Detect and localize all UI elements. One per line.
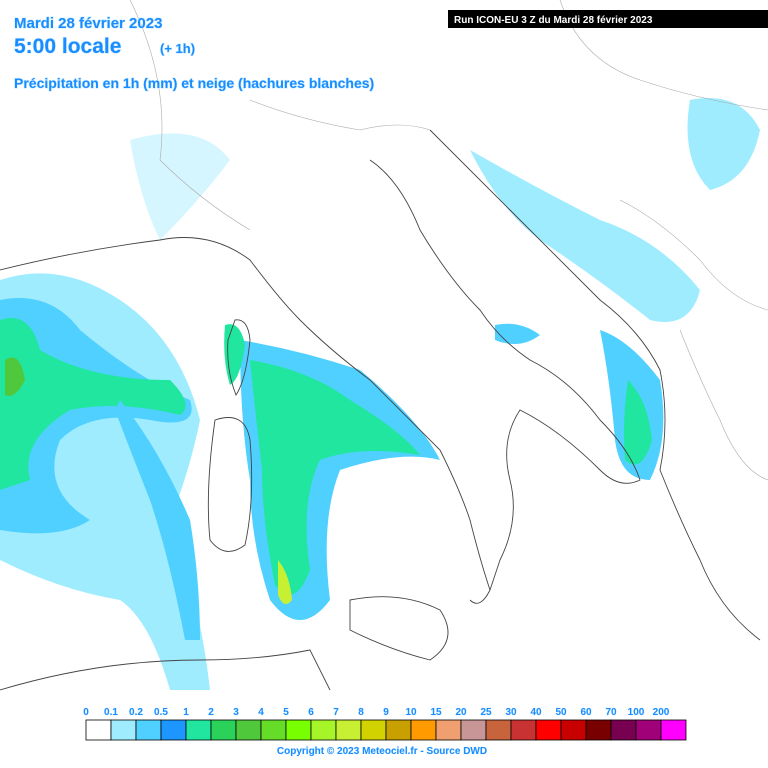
legend-swatch (460, 719, 487, 741)
date: Mardi 28 février 2023 (14, 15, 162, 32)
legend-label: 8 (358, 707, 364, 718)
legend-swatch (160, 719, 187, 741)
legend-swatch (560, 719, 587, 741)
legend-label: 30 (505, 707, 517, 718)
coastline (429, 129, 761, 641)
coastlines (0, 0, 768, 691)
legend-swatch (185, 719, 212, 741)
legend-swatch (360, 719, 387, 741)
legend-label: 2 (208, 707, 214, 718)
legend-label: 7 (333, 707, 339, 718)
precip-area (0, 318, 186, 490)
legend-label: 100 (628, 707, 645, 718)
precip-area (250, 360, 420, 595)
legend-label: 15 (430, 707, 442, 718)
legend-swatch (660, 719, 687, 741)
legend-label: 3 (233, 707, 239, 718)
run-label: Run ICON-EU 3 Z du Mardi 28 février 2023 (454, 15, 653, 26)
legend-swatch (235, 719, 262, 741)
precip-area (5, 357, 25, 396)
legend-label: 25 (480, 707, 492, 718)
island (207, 417, 253, 552)
precip-area (687, 98, 760, 190)
precip-area (624, 380, 652, 465)
precip-area (115, 400, 200, 640)
precip-area (470, 150, 700, 322)
legend-label: 0.2 (129, 707, 143, 718)
legend-swatch (385, 719, 412, 741)
legend-label: 200 (653, 707, 670, 718)
legend-label: 10 (405, 707, 417, 718)
island (227, 319, 251, 396)
legend-swatch (610, 719, 637, 741)
legend-label: 0.1 (104, 707, 118, 718)
legend-swatch (285, 719, 312, 741)
legend-label: 1 (183, 707, 189, 718)
legend-swatch (335, 719, 362, 741)
border (129, 0, 768, 481)
legend-label: 0.5 (154, 707, 168, 718)
legend-label: 40 (530, 707, 542, 718)
coastline (369, 159, 641, 591)
legend-label: 6 (308, 707, 314, 718)
island (349, 596, 449, 661)
coastline (0, 237, 491, 604)
legend-swatch (510, 719, 537, 741)
copyright: Copyright © 2023 Meteociel.fr - Source D… (277, 746, 487, 757)
legend-swatch (310, 719, 337, 741)
legend-swatch (135, 719, 162, 741)
legend-swatch (485, 719, 512, 741)
legend-label: 20 (455, 707, 467, 718)
legend-label: 0 (83, 707, 89, 718)
legend-swatch (210, 719, 237, 741)
precip-area (495, 323, 540, 344)
legend-label: 60 (580, 707, 592, 718)
legend-swatch (85, 719, 112, 741)
legend-swatch (585, 719, 612, 741)
legend-label: 4 (258, 707, 264, 718)
legend-label: 50 (555, 707, 567, 718)
coastline (0, 649, 331, 691)
time: 5:00 locale (14, 35, 121, 58)
legend-swatch (435, 719, 462, 741)
legend: 0 0.1 0.2 0.5 1 2 3 4 5 6 7 8 9 10 15 20 25 30 40 50 60 70 100… (83, 707, 687, 741)
legend-swatch (535, 719, 562, 741)
precip-area (130, 133, 230, 240)
run-box (448, 10, 768, 28)
legend-swatch (410, 719, 437, 741)
subtitle: Précipitation en 1h (mm) et neige (hachu… (14, 75, 374, 91)
legend-label: 5 (283, 707, 289, 718)
legend-swatch (110, 719, 137, 741)
legend-label: 9 (383, 707, 389, 718)
offset: (+ 1h) (160, 41, 195, 56)
precip-area (278, 560, 292, 604)
legend-swatch (260, 719, 287, 741)
precipitation (0, 98, 760, 690)
legend-swatch (635, 719, 662, 741)
legend-label: 70 (605, 707, 617, 718)
